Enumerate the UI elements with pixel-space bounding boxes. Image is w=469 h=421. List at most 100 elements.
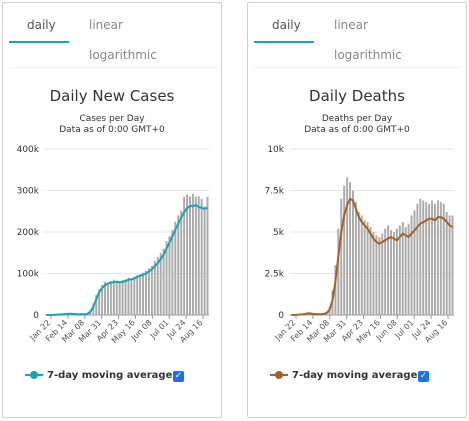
chart-subtitle: Cases per Day [79,114,145,124]
daily-bar [121,280,124,315]
daily-bar [334,265,337,315]
daily-bar [404,227,407,315]
x-tick-label: Jul 01 [393,318,416,341]
daily-bar [168,236,171,315]
daily-bar [416,203,419,315]
daily-bar [428,203,431,315]
daily-bar [189,196,191,315]
daily-bar [381,233,384,315]
y-tick-label: 0 [33,311,39,321]
daily-bar [352,190,354,315]
daily-bar [445,212,448,315]
x-tick-label: Jul 01 [148,318,171,341]
daily-bar [171,229,174,315]
daily-bar [378,236,381,315]
daily-bar [451,215,454,315]
daily-bar [360,215,363,315]
moving-average-line [46,204,208,316]
daily-bar [200,198,203,315]
daily-bar [197,196,200,315]
daily-bar [159,252,162,315]
daily-bar [109,280,112,315]
daily-bar [92,303,95,315]
y-tick-label: 5k [273,228,285,238]
daily-bar [419,198,422,315]
y-tick-label: 0 [278,311,284,321]
y-tick-label: 10k [267,145,284,155]
daily-bar [183,196,186,315]
legend-checkbox[interactable]: ✓ [173,371,184,382]
daily-bar [442,203,445,315]
daily-bar [165,241,168,315]
daily-bar [180,210,183,315]
daily-bar [366,222,369,315]
daily-bar [425,202,428,315]
daily-bar [98,289,101,315]
daily-bar [150,266,153,315]
daily-bar [434,203,436,315]
daily-bar [393,232,395,315]
active-tab-indicator [254,41,314,43]
tab-logarithmic[interactable]: logarithmic [334,48,402,62]
daily-bar [413,210,416,315]
legend-item[interactable]: 7-day moving average [270,367,417,383]
tab-divider [9,67,217,68]
daily-bar [357,212,360,315]
chart-subtitle: Deaths per Day [321,114,393,124]
daily-bar [194,196,197,315]
chart-data-date: Data as of 0:00 GMT+0 [59,125,165,135]
daily-bar [136,275,139,315]
active-tab-indicator [9,41,69,43]
daily-bar [112,279,115,315]
legend-label: 7-day moving average [47,369,173,381]
daily-bar [407,223,410,315]
y-tick-label: 7.5k [264,187,284,197]
daily-bar [387,225,390,315]
daily-bar [186,194,188,315]
tab-linear[interactable]: linear [334,18,368,32]
chart-title: Daily Deaths [309,87,405,105]
y-tick-label: 200k [17,228,40,238]
daily-bar [145,271,147,315]
daily-bar [343,185,346,315]
legend-checkbox[interactable]: ✓ [418,371,429,382]
daily-bar [384,228,387,315]
daily-bar [401,222,404,315]
tab-divider [254,67,462,68]
y-tick-label: 100k [17,270,40,280]
daily-bar [174,221,177,315]
tab-daily[interactable]: daily [27,18,56,32]
daily-bar [206,196,209,315]
daily-bar [346,177,349,315]
daily-bar [101,285,104,315]
legend-label: 7-day moving average [292,369,418,381]
daily-bar [156,256,159,315]
daily-bar [439,202,442,315]
y-tick-label: 2.5k [264,270,284,280]
daily-bar [372,232,375,315]
moving-average-line [291,197,453,316]
daily-bar [349,182,351,315]
chart-data-date: Data as of 0:00 GMT+0 [304,125,410,135]
daily-bar [340,198,343,315]
daily-bar [95,295,98,315]
tab-logarithmic[interactable]: logarithmic [89,48,157,62]
legend-item[interactable]: 7-day moving average [25,367,172,383]
daily-bar [115,282,118,315]
daily-bar [363,220,366,315]
tab-linear[interactable]: linear [89,18,123,32]
daily-bar [395,228,398,315]
daily-bar [124,279,127,315]
daily-bar [431,200,433,315]
legend-line-swatch [25,370,43,380]
chart-panel-cases: daily linear logarithmic Daily New Cases… [2,2,222,418]
daily-bar [369,227,372,315]
daily-bar [153,261,156,315]
daily-bar [177,215,180,315]
daily-bar [118,281,121,315]
daily-bar [104,281,106,315]
legend-line-swatch [270,370,288,380]
tab-daily[interactable]: daily [272,18,301,32]
